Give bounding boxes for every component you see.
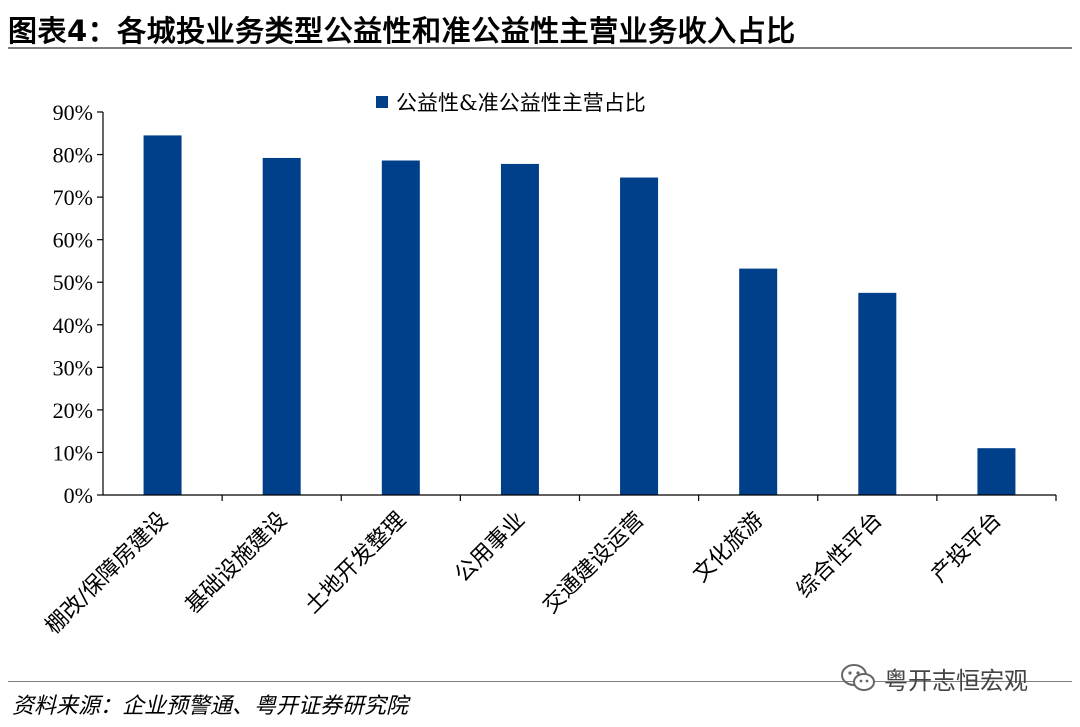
legend: 公益性&准公益性主营占比 <box>376 91 646 115</box>
x-tick-label: 综合性平台 <box>792 508 887 603</box>
watermark-text: 粤开志恒宏观 <box>884 666 1028 695</box>
x-tick-label: 交通建设运营 <box>538 508 649 619</box>
bar <box>500 163 539 495</box>
legend-swatch <box>376 96 388 108</box>
y-tick-label: 90% <box>53 100 93 125</box>
bar <box>262 157 301 495</box>
x-tick-label: 基础设施建设 <box>181 508 292 619</box>
y-tick-label: 70% <box>53 185 93 210</box>
bars <box>143 135 1016 495</box>
y-tick-label: 60% <box>53 228 93 253</box>
x-axis: 棚改/保障房建设 基础设施建设 土地开发整理 公用事业 交通建设运营 文化旅游 综合性平台产… <box>41 494 1057 640</box>
bar <box>143 135 182 495</box>
header-divider <box>8 47 1072 49</box>
y-tick-label: 40% <box>53 313 93 338</box>
page-title: 图表4：各城投业务类型公益性和准公益性主营业务收入占比 <box>8 14 796 48</box>
x-tick-label: 棚改/保障房建设 <box>41 508 173 640</box>
x-tick-label: 土地开发整理 <box>300 508 411 619</box>
x-tick-label: 公用事业 <box>450 508 530 588</box>
bar-chart: 0% 10% 20% 30% 40% 50% 60% 70% 80% 90% 棚改/保障房建设 基础… <box>41 91 1057 640</box>
y-axis: 0% 10% 20% 30% 40% 50% 60% 70% 80% 90% <box>53 100 104 508</box>
source-note: 资料来源：企业预警通、粤开证券研究院 <box>12 694 409 719</box>
wechat-icon <box>841 664 875 691</box>
y-tick-label: 80% <box>53 143 93 168</box>
legend-label: 公益性&准公益性主营占比 <box>396 91 646 115</box>
y-tick-label: 30% <box>53 355 93 380</box>
bar <box>381 160 420 495</box>
bar <box>739 268 778 495</box>
y-tick-label: 20% <box>53 398 93 423</box>
footer-divider <box>8 681 1072 682</box>
bar <box>977 448 1016 495</box>
y-tick-label: 50% <box>53 270 93 295</box>
y-tick-label: 0% <box>64 483 93 508</box>
bar <box>858 292 897 495</box>
watermark: 粤开志恒宏观 <box>840 660 1028 696</box>
chart-header: 图表4：各城投业务类型公益性和准公益性主营业务收入占比 <box>8 8 1072 48</box>
x-tick-label: 文化旅游 <box>689 508 769 588</box>
bar <box>620 177 659 495</box>
x-tick-label: 产投平台 <box>927 508 1007 588</box>
y-tick-label: 10% <box>53 440 93 465</box>
